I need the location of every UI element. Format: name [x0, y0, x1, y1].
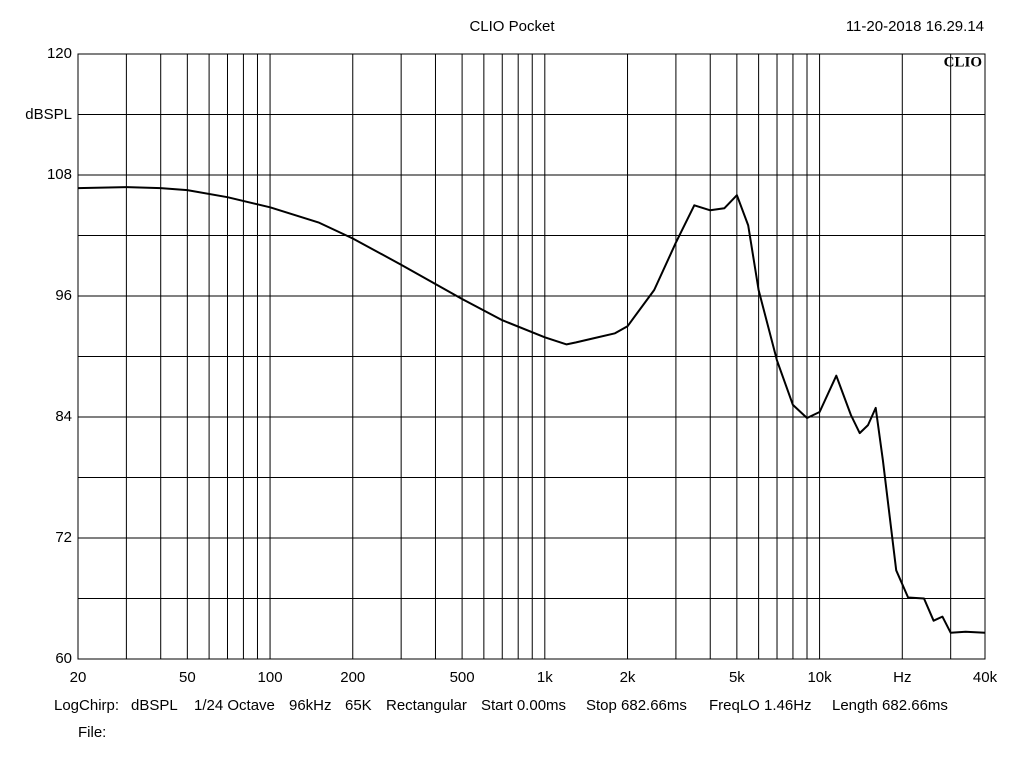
y-axis-label: dBSPL [25, 106, 72, 123]
footer-item: FreqLO 1.46Hz [709, 697, 812, 714]
x-tick-label: 10k [807, 669, 832, 686]
x-tick-label: 200 [340, 669, 365, 686]
y-tick-label: 60 [55, 650, 72, 667]
logo: CLIO [944, 54, 982, 70]
footer-item: 1/24 Octave [194, 697, 275, 714]
y-tick-label: 120 [47, 45, 72, 62]
y-tick-label: 84 [55, 408, 72, 425]
footer-item: dBSPL [131, 697, 178, 714]
y-tick-label: 96 [55, 287, 72, 304]
footer-item: Stop 682.66ms [586, 697, 687, 714]
x-tick-label: 40k [973, 669, 998, 686]
chart-title: CLIO Pocket [469, 18, 555, 35]
footer-item: 65K [345, 697, 372, 714]
footer-item: Start 0.00ms [481, 697, 566, 714]
x-tick-label: 500 [450, 669, 475, 686]
x-tick-label: 100 [258, 669, 283, 686]
x-tick-label: Hz [893, 669, 911, 686]
plot-frame [77, 53, 986, 660]
footer-item: LogChirp: [54, 697, 119, 714]
footer-item: 96kHz [289, 697, 332, 714]
timestamp: 11-20-2018 16.29.14 [846, 18, 984, 35]
x-tick-label: 5k [729, 669, 745, 686]
y-tick-label: 108 [47, 166, 72, 183]
x-tick-label: 20 [70, 669, 87, 686]
footer-item: Length 682.66ms [832, 697, 948, 714]
file-label: File: [78, 724, 106, 741]
x-tick-label: 2k [620, 669, 636, 686]
footer-item: Rectangular [386, 697, 467, 714]
x-tick-label: 1k [537, 669, 553, 686]
response-line [77, 186, 986, 634]
y-tick-label: 72 [55, 529, 72, 546]
x-tick-label: 50 [179, 669, 196, 686]
